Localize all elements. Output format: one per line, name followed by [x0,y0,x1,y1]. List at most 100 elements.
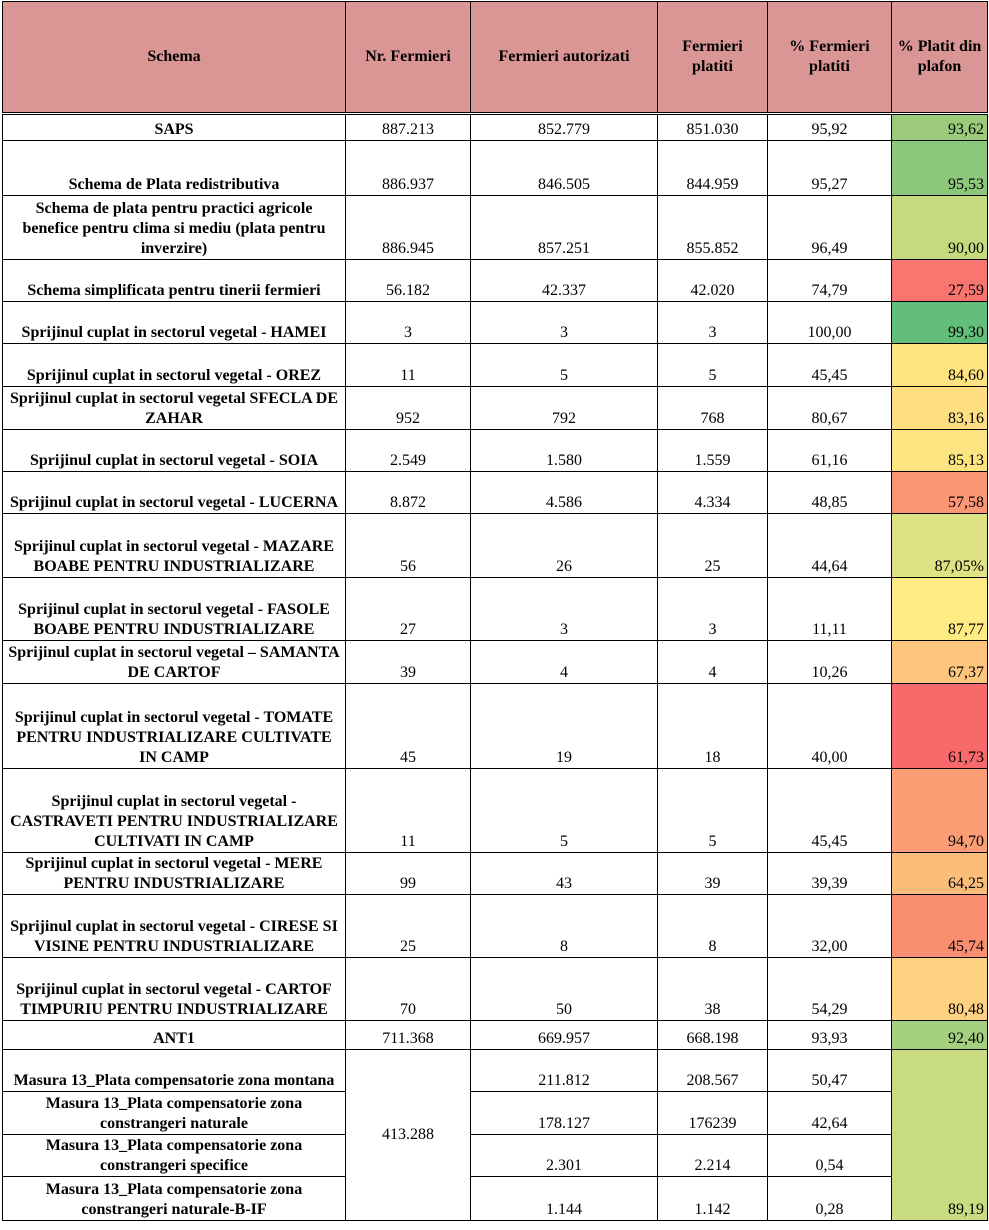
value-cell: 2.549 [345,429,471,472]
value-cell: 40,00 [767,683,892,769]
value-cell: 886.945 [345,195,471,260]
value-cell: 25 [657,513,768,578]
data-row: Sprijinul cuplat in sectorul vegetal - M… [2,513,988,578]
value-cell: 844.959 [657,140,768,196]
value-cell: 711.368 [345,1020,471,1050]
data-row: Masura 13_Plata compensatorie zona monta… [2,1049,988,1221]
data-row: Sprijinul cuplat in sectorul vegetal - C… [2,894,988,958]
scheme-name: SAPS [2,114,346,141]
scheme-name: Sprijinul cuplat in sectorul vegetal - C… [2,957,346,1021]
value-cell: 39 [657,852,768,895]
scheme-name: Sprijinul cuplat in sectorul vegetal - O… [2,343,346,387]
value-cell: 4.334 [657,471,768,514]
value-cell: 87,77 [891,577,988,641]
value-cell: 0,28 [767,1176,892,1221]
value-cell: 90,00 [891,195,988,260]
value-cell: 5 [470,768,658,853]
scheme-name: Masura 13_Plata compensatorie zona const… [2,1134,346,1177]
value-cell: 32,00 [767,894,892,958]
value-cell: 5 [470,343,658,387]
value-cell: 67,37 [891,640,988,684]
value-cell: 19 [470,683,658,769]
value-cell: 857.251 [470,195,658,260]
value-cell: 96,49 [767,195,892,260]
value-cell: 11 [345,768,471,853]
scheme-name: Sprijinul cuplat in sectorul vegetal SFE… [2,386,346,430]
value-cell: 42,64 [767,1091,892,1135]
header-cell: Fermieri autorizati [470,1,658,113]
scheme-name: Schema de Plata redistributiva [2,140,346,196]
value-cell: 792 [470,386,658,430]
data-row: Sprijinul cuplat in sectorul vegetal - M… [2,852,988,895]
scheme-name: Sprijinul cuplat in sectorul vegetal - S… [2,429,346,472]
scheme-name: Masura 13_Plata compensatorie zona const… [2,1176,346,1221]
value-cell: 4 [657,640,768,684]
value-cell: 25 [345,894,471,958]
value-cell: 1.144 [470,1176,658,1221]
value-cell: 39 [345,640,471,684]
header-cell: % Platit din plafon [891,1,988,113]
data-row: ANT1 711.368 669.957 668.198 93,93 92,40 [2,1020,988,1050]
value-cell: 50 [470,957,658,1021]
data-row: Masura 13_Plata compensatorie zona const… [2,1176,988,1221]
value-cell: 54,29 [767,957,892,1021]
value-cell: 95,53 [891,140,988,196]
data-row: Schema simplificata pentru tinerii fermi… [2,259,988,302]
value-cell: 48,85 [767,471,892,514]
data-row: Masura 13_Plata compensatorie zona const… [2,1134,988,1177]
value-cell: 92,40 [891,1020,988,1050]
scheme-name: Sprijinul cuplat in sectorul vegetal - C… [2,768,346,853]
scheme-name: Sprijinul cuplat in sectorul vegetal - T… [2,683,346,769]
value-cell: 100,00 [767,301,892,344]
value-cell: 1.580 [470,429,658,472]
value-cell: 26 [470,513,658,578]
value-cell: 18 [657,683,768,769]
value-cell: 852.779 [470,114,658,141]
value-cell: 44,64 [767,513,892,578]
scheme-name: Masura 13_Plata compensatorie zona monta… [2,1049,346,1092]
value-cell: 61,16 [767,429,892,472]
value-cell: 99,30 [891,301,988,344]
value-cell: 846.505 [470,140,658,196]
scheme-name: Schema simplificata pentru tinerii fermi… [2,259,346,302]
value-cell: 99 [345,852,471,895]
value-cell: 3 [657,577,768,641]
value-cell: 83,16 [891,386,988,430]
value-cell: 64,25 [891,852,988,895]
value-cell: 38 [657,957,768,1021]
value-cell: 2.214 [657,1134,768,1177]
value-cell: 668.198 [657,1020,768,1050]
scheme-name: Masura 13_Plata compensatorie zona const… [2,1091,346,1135]
value-cell: 3 [657,301,768,344]
value-cell: 45,74 [891,894,988,958]
value-cell: 87,05% [891,513,988,578]
value-cell: 952 [345,386,471,430]
data-row: Masura 13_Plata compensatorie zona const… [2,1091,988,1135]
scheme-name: ANT1 [2,1020,346,1050]
data-row: Sprijinul cuplat in sectorul vegetal - C… [2,957,988,1021]
value-cell: 886.937 [345,140,471,196]
value-cell: 70 [345,957,471,1021]
value-cell: 1.559 [657,429,768,472]
value-cell: 0,54 [767,1134,892,1177]
data-row: Sprijinul cuplat in sectorul vegetal - H… [2,301,988,344]
scheme-name: Schema de plata pentru practici agricole… [2,195,346,260]
value-cell: 4.586 [470,471,658,514]
scheme-name: Sprijinul cuplat in sectorul vegetal - M… [2,513,346,578]
data-row: Sprijinul cuplat in sectorul vegetal - C… [2,768,988,853]
data-row: Sprijinul cuplat in sectorul vegetal - T… [2,683,988,769]
value-cell: 42.337 [470,259,658,302]
value-cell: 4 [470,640,658,684]
value-cell: 3 [470,301,658,344]
value-cell: 669.957 [470,1020,658,1050]
scheme-name: Sprijinul cuplat in sectorul vegetal - M… [2,852,346,895]
value-cell: 208.567 [657,1049,768,1092]
value-cell: 27,59 [891,259,988,302]
header-cell: Schema [2,1,346,113]
data-row: Sprijinul cuplat in sectorul vegetal - O… [2,343,988,387]
scheme-name: Sprijinul cuplat in sectorul vegetal - L… [2,471,346,514]
value-cell: 95,27 [767,140,892,196]
data-row: SAPS 887.213 852.779 851.030 95,92 93,62 [2,114,988,141]
